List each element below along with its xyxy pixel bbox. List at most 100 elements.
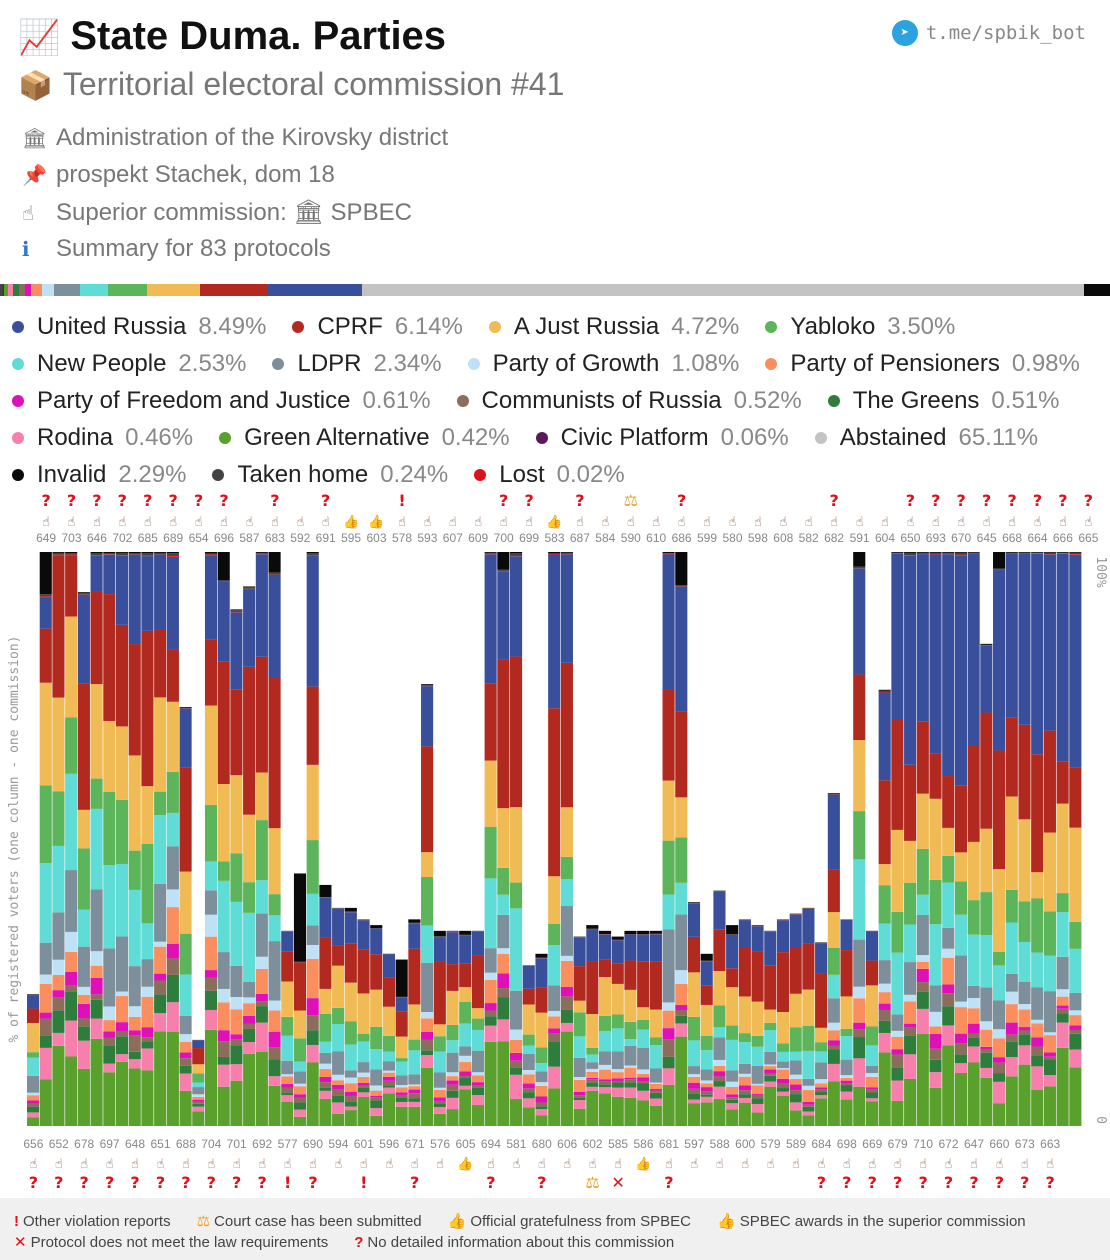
bar-segment (535, 953, 548, 958)
category-label: 587 (239, 531, 259, 545)
bar-segment (497, 1019, 510, 1042)
bar-segment (103, 1063, 116, 1073)
bar-segment (128, 755, 141, 851)
bar-segment (255, 656, 268, 773)
category-label: 680 (532, 1137, 552, 1151)
bar-segment (77, 1018, 90, 1027)
bar-segment (27, 1103, 40, 1107)
bar-segment (815, 1079, 828, 1084)
bar-segment (268, 552, 281, 573)
bar-segment (510, 882, 523, 909)
bar-segment (306, 764, 319, 841)
bar-segment (408, 1106, 421, 1126)
bar-segment (1018, 1027, 1031, 1031)
bar-segment (942, 927, 955, 949)
bar-segment (815, 942, 828, 944)
category-label: 652 (49, 1137, 69, 1151)
bar-segment (179, 974, 192, 1016)
bar-segment (1018, 819, 1031, 902)
bar-segment (1069, 1049, 1082, 1068)
bar-segment (166, 958, 179, 975)
bar-segment (459, 1071, 472, 1076)
info-superior: ☝ Superior commission: 🏛 SPBEC (22, 198, 412, 227)
legend-row: New People 2.53% LDPR 2.34% Party of Growth 1… (12, 345, 1107, 382)
bar-segment (446, 1097, 459, 1110)
bar-segment (319, 1069, 332, 1077)
bar-segment (166, 943, 179, 959)
bar-segment (967, 1037, 980, 1047)
bar-segment (649, 930, 662, 934)
bar-segment (459, 934, 472, 936)
bar-segment (624, 1097, 637, 1126)
bar-segment (726, 1109, 739, 1126)
legend-row: Invalid 2.29% Taken home 0.24% Lost 0.02% (12, 456, 1107, 493)
bar-segment (1005, 991, 1018, 1005)
hand-icon: ☝ (729, 514, 737, 529)
bar-segment (255, 554, 268, 657)
bar-segment (382, 1051, 396, 1062)
bar-segment (904, 962, 917, 995)
bar-segment (522, 988, 535, 1005)
hand-icon: ☝ (322, 514, 330, 529)
bar-segment (548, 708, 561, 877)
bar-segment (776, 1061, 790, 1069)
bar-segment (942, 776, 955, 828)
bar-segment (433, 1036, 446, 1052)
bar-segment (510, 990, 523, 1030)
bar-segment (586, 1086, 599, 1091)
bar-segment (789, 1078, 802, 1085)
bar-segment (942, 1045, 955, 1126)
bar-segment (52, 791, 65, 846)
category-label: 660 (989, 1137, 1009, 1151)
bar-segment (700, 1091, 713, 1095)
bar-segment (319, 1041, 332, 1053)
bar-segment (1043, 1075, 1056, 1087)
bar-segment (1005, 1004, 1018, 1023)
bar-segment (281, 1093, 294, 1096)
bar-segment (471, 1029, 484, 1051)
bar-segment (942, 984, 955, 994)
bar-segment (1069, 552, 1082, 553)
bar-segment (1056, 996, 1069, 1006)
bar-segment (548, 554, 561, 709)
summary-bar-segment (199, 284, 268, 296)
hand-icon: ☝ (1046, 1156, 1054, 1171)
bar-segment (560, 554, 573, 663)
bar-segment (1043, 1052, 1056, 1057)
bar-segment (243, 997, 256, 1004)
bar-segment (166, 846, 179, 890)
bar-segment (891, 1067, 904, 1081)
bar-segment (510, 656, 523, 808)
category-label: 600 (735, 1137, 755, 1151)
bar-segment (522, 1088, 535, 1093)
bar-segment (713, 929, 726, 972)
bar-segment (802, 1090, 815, 1102)
bar-segment (230, 609, 243, 611)
bar-segment (751, 1083, 764, 1086)
bar-segment (548, 1041, 561, 1067)
bar-segment (370, 1049, 383, 1070)
bar-segment (789, 1060, 802, 1075)
bar-segment (993, 1000, 1006, 1030)
bar-segment (560, 552, 573, 554)
bar-segment (802, 1085, 815, 1091)
legend: United Russia 8.49% CPRF 6.14% A Just Russia… (12, 308, 1107, 493)
bar-segment (929, 985, 942, 1012)
bar-segment (1018, 724, 1031, 820)
bar-segment (52, 555, 65, 698)
pointing-hand-icon: ☝ (22, 203, 35, 225)
bar-segment (980, 934, 993, 988)
bar-segment (789, 1084, 802, 1091)
bar-segment (916, 721, 929, 794)
legend-percent: 1.08% (671, 349, 740, 377)
bar-segment (115, 726, 129, 800)
bar-segment (840, 1099, 853, 1126)
telegram-text[interactable]: t.me/spbik_bot (925, 22, 1086, 44)
bar-segment (865, 960, 879, 986)
telegram-link[interactable]: ➤ t.me/spbik_bot (891, 20, 1086, 46)
bar-segment (929, 753, 942, 799)
legend-label: United Russia (37, 312, 187, 340)
bar-segment (484, 683, 497, 761)
bar-segment (421, 1031, 434, 1040)
bar-segment (27, 995, 40, 1009)
